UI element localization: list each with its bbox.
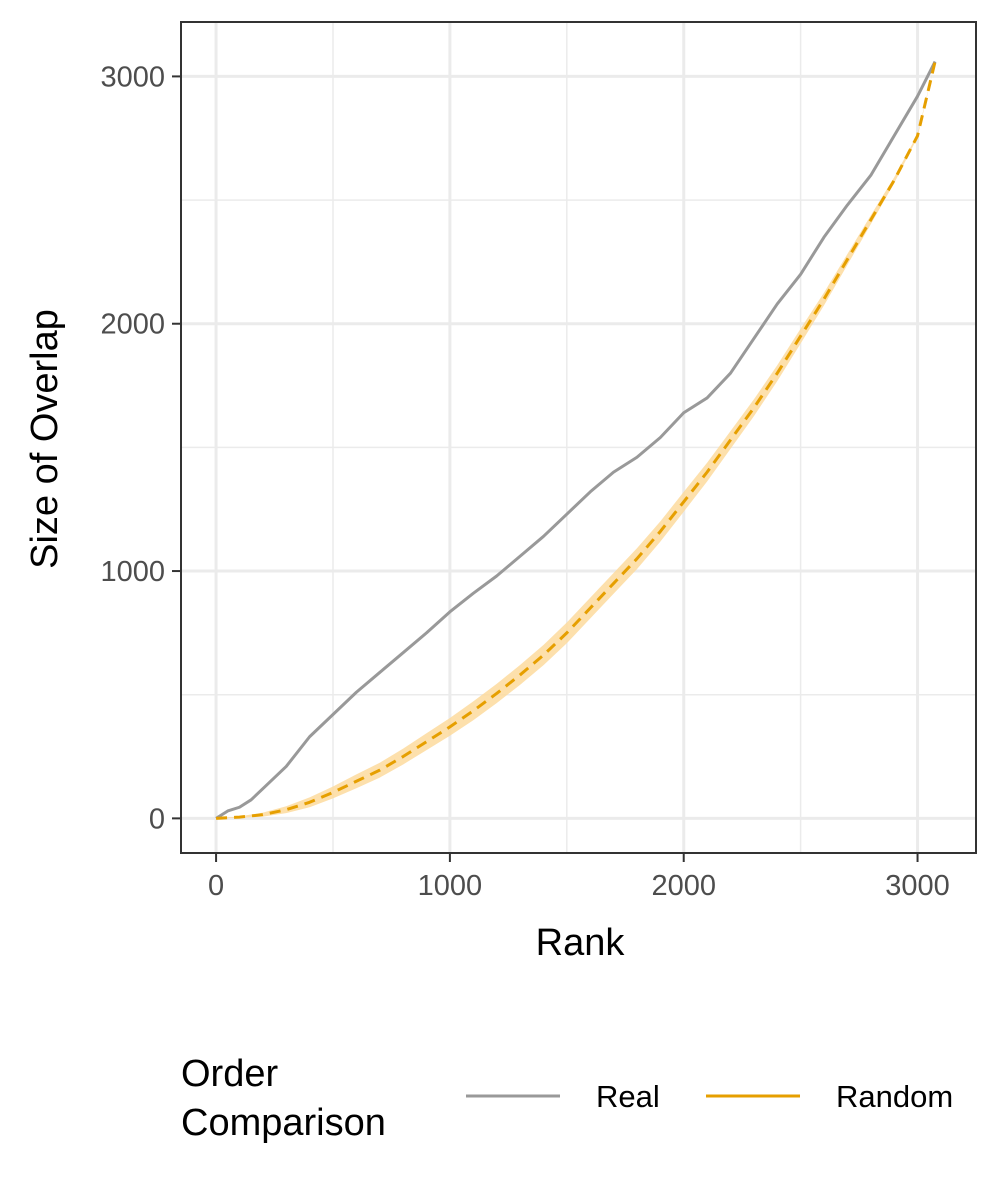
- y-tick-label: 1000: [100, 556, 165, 588]
- axis-layer: 0 1000 2000 3000 0 1000 2000 3000: [100, 61, 949, 902]
- y-tick-label: 3000: [100, 61, 165, 93]
- x-tick-label: 0: [208, 870, 224, 902]
- y-tick-label: 2000: [100, 309, 165, 341]
- legend: Order Comparison Real Random: [181, 1053, 953, 1144]
- data-layer: [215, 60, 937, 820]
- x-tick-label: 2000: [651, 870, 716, 902]
- legend-title-line-2: Comparison: [181, 1102, 386, 1144]
- y-axis-title: Size of Overlap: [24, 309, 66, 569]
- legend-label-real: Real: [596, 1079, 660, 1114]
- series-random-line: [215, 61, 937, 820]
- grid-layer: [181, 22, 976, 853]
- legend-title-line-1: Order: [181, 1053, 278, 1095]
- y-tick-label: 0: [149, 803, 165, 835]
- random-confidence-band: [216, 61, 936, 819]
- series-real-line: [215, 60, 937, 820]
- x-tick-label: 1000: [418, 870, 483, 902]
- x-tick-label: 3000: [885, 870, 950, 902]
- panel-border: [180, 21, 977, 854]
- legend-label-random: Random: [836, 1079, 953, 1114]
- x-axis-title: Rank: [536, 922, 626, 964]
